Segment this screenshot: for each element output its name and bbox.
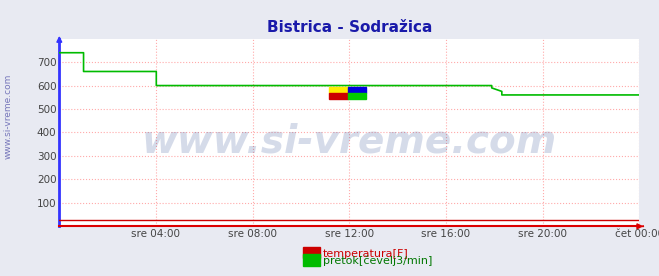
Text: temperatura[F]: temperatura[F] bbox=[323, 250, 409, 259]
Text: www.si-vreme.com: www.si-vreme.com bbox=[3, 73, 13, 159]
Text: www.si-vreme.com: www.si-vreme.com bbox=[142, 123, 557, 161]
Bar bbox=[347, 93, 366, 99]
Bar bbox=[329, 87, 347, 93]
Bar bbox=[347, 87, 366, 93]
Text: pretok[čevelj3/min]: pretok[čevelj3/min] bbox=[323, 256, 432, 266]
Title: Bistrica - Sodražica: Bistrica - Sodražica bbox=[267, 20, 432, 35]
Bar bbox=[329, 93, 347, 99]
